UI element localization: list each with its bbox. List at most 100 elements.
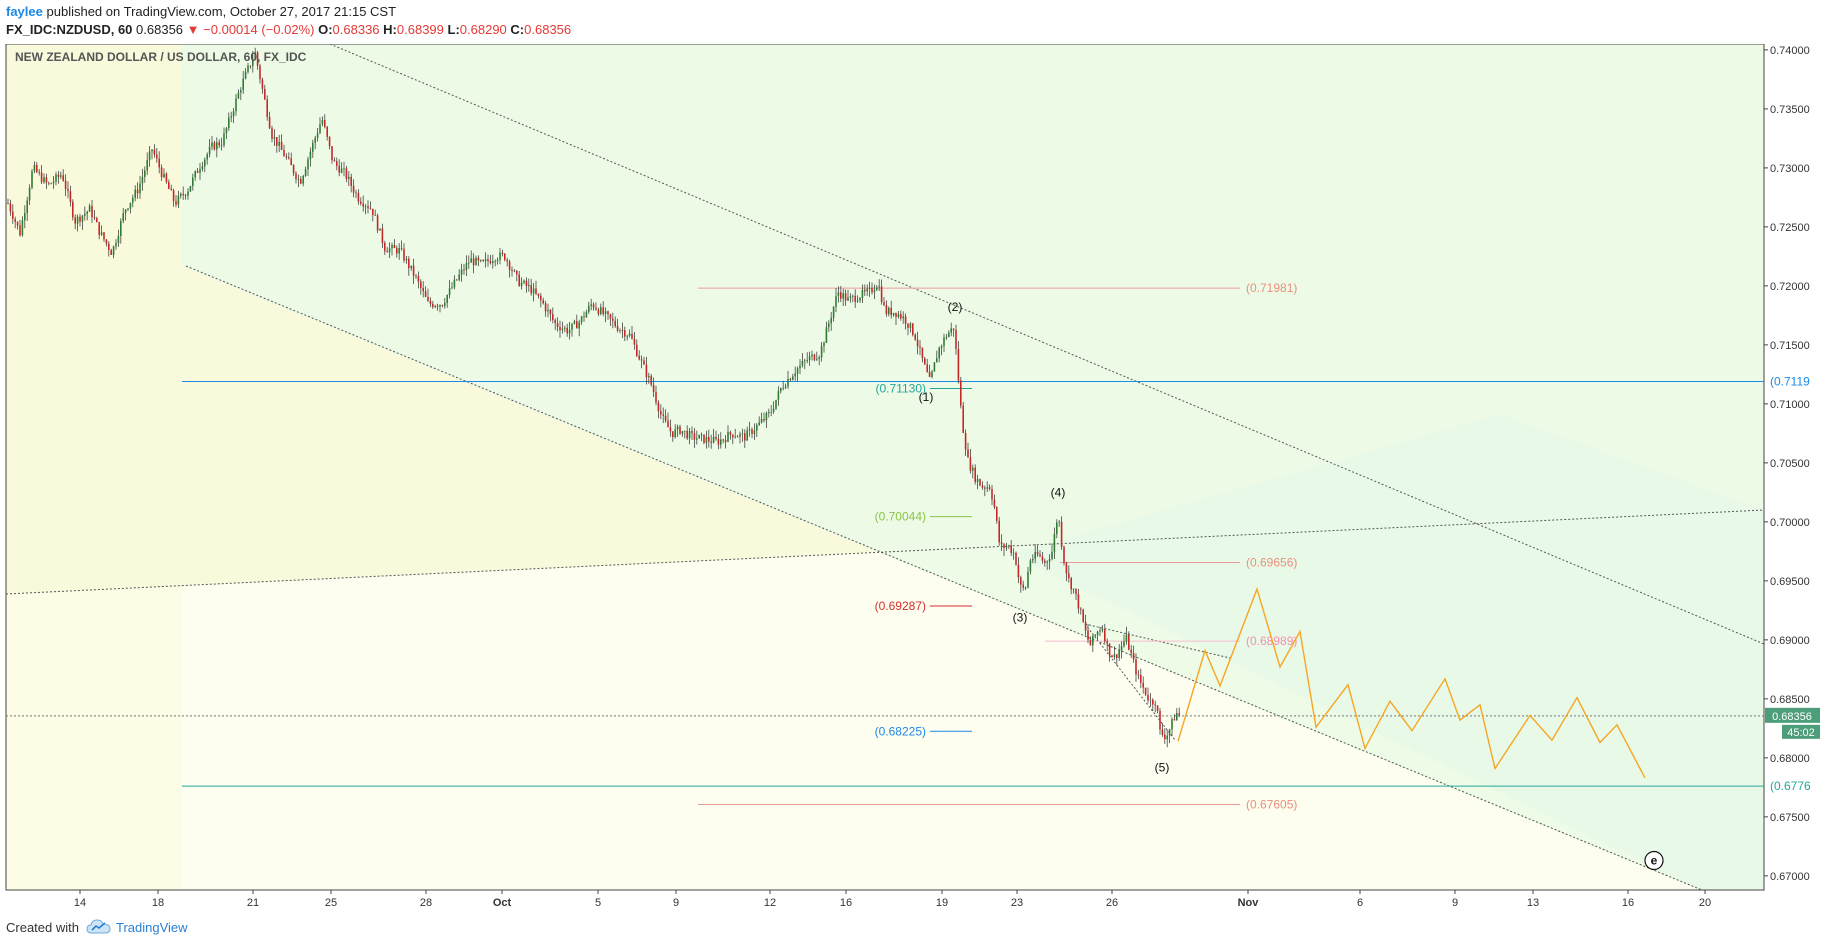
candle-body (504, 253, 506, 260)
candle-body (638, 355, 640, 360)
candle-body (484, 259, 487, 262)
candle-body (199, 169, 201, 173)
candle-body (907, 323, 909, 328)
candle-body (451, 287, 453, 289)
low-label: L: (447, 22, 460, 37)
candle-body (415, 275, 417, 277)
candle-body (530, 285, 532, 294)
candle-body (1171, 719, 1173, 730)
candle-body (427, 296, 429, 301)
candle-body (777, 391, 780, 400)
candle-body (470, 258, 472, 263)
candle-body (609, 314, 612, 319)
candle-body (285, 156, 288, 158)
candle-body (264, 88, 266, 100)
y-tick-label: 0.68500 (1770, 694, 1810, 706)
candle-body (367, 206, 369, 209)
author-link[interactable]: faylee (6, 4, 43, 19)
candle-body (832, 306, 835, 318)
candle-body (655, 391, 657, 403)
candle-body (837, 292, 840, 296)
price-change: ▼ −0.00014 (−0.02%) (186, 22, 315, 37)
candle-body (1046, 561, 1048, 563)
open-value: 0.68336 (332, 22, 380, 37)
candle-body (372, 208, 374, 216)
candle-body (1101, 629, 1104, 631)
candle-body (876, 287, 878, 291)
candle-body (516, 270, 518, 275)
candle-body (230, 116, 232, 118)
candle-body (926, 364, 928, 372)
candle-body (268, 116, 271, 129)
candle-body (72, 201, 74, 218)
candle-body (331, 146, 333, 161)
candle-body (931, 371, 933, 378)
candle-body (1142, 682, 1144, 688)
candle-body (916, 339, 919, 347)
candle-body (136, 189, 139, 194)
candle-body (998, 520, 1000, 543)
candle-body (463, 269, 465, 271)
symbol-label: FX_IDC:NZDUSD, 60 (6, 22, 133, 37)
candle-body (636, 344, 638, 356)
candle-body (1176, 713, 1178, 721)
candle-body (292, 165, 295, 174)
candle-body (412, 265, 415, 276)
candle-body (1000, 542, 1003, 545)
candle-body (816, 358, 818, 360)
x-tick-label: 20 (1699, 897, 1711, 909)
chart-canvas[interactable]: (0.71981) (0.7119 (0.71130) (0.70044) (0.696… (0, 43, 1824, 910)
candle-body (494, 261, 496, 262)
candle-body (362, 203, 364, 207)
candle-body (518, 274, 520, 286)
last-price: 0.68356 (136, 22, 184, 37)
candle-body (727, 431, 729, 442)
candle-body (386, 251, 388, 253)
candle-body (650, 375, 652, 385)
y-tick-label: 0.73000 (1770, 163, 1810, 175)
candle-body (499, 252, 501, 260)
candle-body (758, 422, 760, 425)
candle-body (278, 141, 280, 146)
candle-body (7, 203, 9, 205)
countdown-badge (1782, 724, 1820, 739)
x-tick-label: 13 (1527, 897, 1539, 909)
candle-body (986, 487, 988, 489)
candle-body (1044, 560, 1046, 563)
candle-body (674, 429, 676, 438)
tradingview-link[interactable]: TradingView (116, 920, 188, 935)
candle-body (1051, 551, 1053, 560)
candle-body (96, 218, 98, 223)
candle-body (432, 303, 434, 307)
candle-body (652, 384, 655, 392)
candle-body (148, 151, 151, 161)
candle-body (741, 433, 744, 435)
candle-body (801, 361, 804, 366)
level-label: (0.6776 (1770, 779, 1811, 793)
candle-body (60, 175, 62, 177)
candle-body (1161, 729, 1164, 735)
candle-body (1058, 521, 1060, 523)
candle-body (244, 71, 247, 79)
y-tick-label: 0.70000 (1770, 517, 1810, 529)
candle-body (624, 330, 626, 337)
candle-body (921, 347, 924, 359)
candle-body (208, 146, 211, 155)
candle-body (396, 248, 398, 254)
candle-body (573, 321, 576, 324)
candle-body (996, 507, 998, 521)
y-tick-label: 0.67500 (1770, 812, 1810, 824)
candle-body (508, 261, 511, 270)
candle-body (297, 178, 300, 180)
candle-body (276, 137, 278, 146)
candle-body (192, 177, 194, 187)
candle-body (628, 333, 631, 336)
candle-body (74, 217, 76, 224)
candle-body (1034, 551, 1036, 559)
candle-body (540, 295, 542, 301)
candle-body (729, 431, 732, 435)
candle-body (720, 439, 722, 445)
candle-body (583, 316, 585, 318)
candle-body (703, 434, 705, 443)
price-chart[interactable]: (0.71981) (0.7119 (0.71130) (0.70044) (0.696… (0, 43, 1824, 910)
